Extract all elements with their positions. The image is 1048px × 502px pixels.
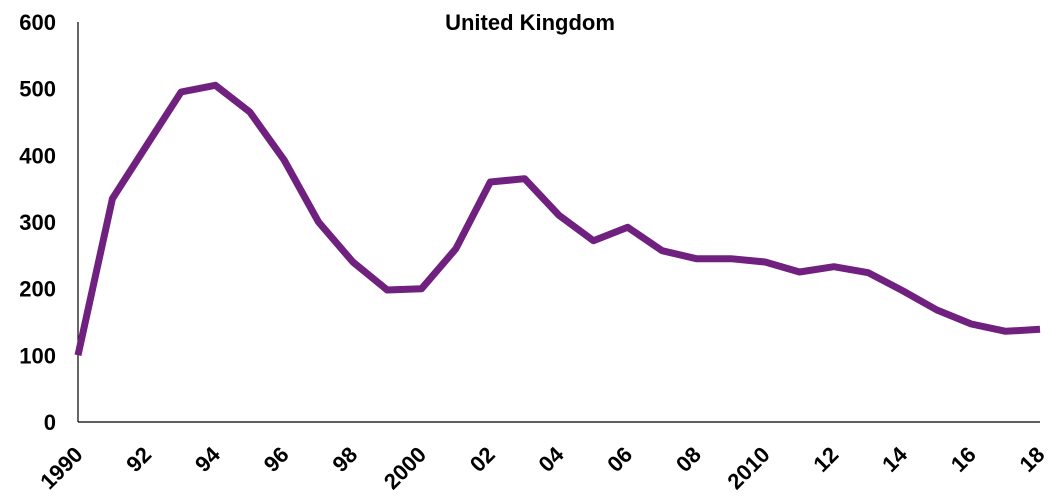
y-tick-label: 300 bbox=[19, 210, 56, 235]
x-tick-label: 06 bbox=[602, 442, 637, 477]
x-tick-label: 12 bbox=[808, 442, 843, 477]
x-tick-label: 94 bbox=[190, 441, 226, 477]
y-tick-label: 100 bbox=[19, 343, 56, 368]
y-tick-label: 400 bbox=[19, 143, 56, 168]
series-line bbox=[74, 81, 1041, 357]
y-tick-label: 600 bbox=[19, 10, 56, 35]
x-tick-label: 98 bbox=[327, 442, 362, 477]
y-tick-label: 500 bbox=[19, 77, 56, 102]
y-tick-label: 200 bbox=[19, 277, 56, 302]
x-tick-label: 04 bbox=[534, 441, 570, 477]
x-tick-label: 16 bbox=[946, 442, 981, 477]
x-tick-label: 2010 bbox=[722, 442, 774, 494]
y-tick-label: 0 bbox=[44, 410, 56, 435]
x-tick-label: 92 bbox=[121, 442, 156, 477]
chart-title: United Kingdom bbox=[445, 10, 615, 35]
x-tick-label: 2000 bbox=[379, 442, 431, 494]
x-tick-label: 08 bbox=[671, 442, 706, 477]
y-tick-labels: 0 100 200 300 400 500 600 bbox=[19, 10, 56, 435]
x-tick-label: 1990 bbox=[35, 442, 87, 494]
x-tick-labels: 1990 92 94 96 98 2000 02 04 06 08 2010 12 14 16 18 bbox=[35, 441, 1048, 494]
x-tick-label: 18 bbox=[1015, 442, 1048, 477]
x-tick-label: 14 bbox=[877, 441, 913, 477]
x-tick-label: 96 bbox=[259, 442, 294, 477]
series-group bbox=[74, 81, 1041, 357]
x-tick-label: 02 bbox=[465, 442, 500, 477]
